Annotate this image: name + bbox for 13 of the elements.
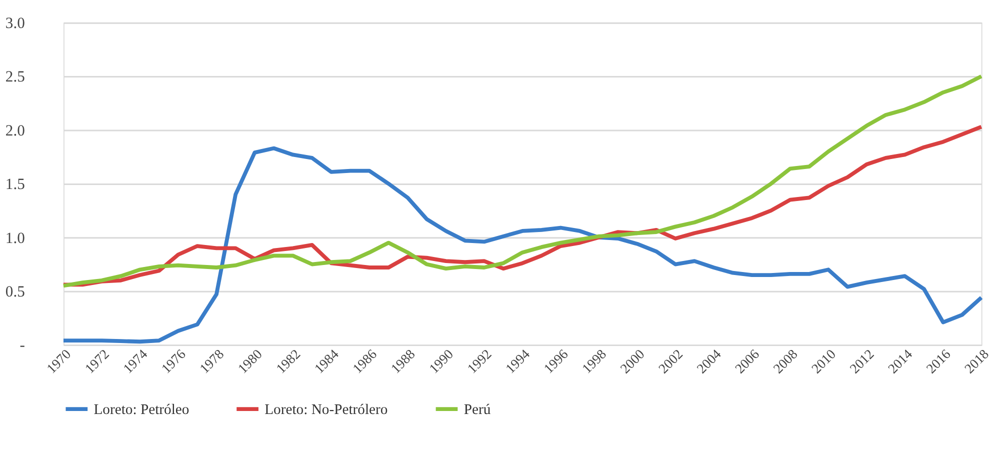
y-tick-label: 2.0 [5, 122, 26, 140]
y-tick-label: - [20, 337, 25, 354]
y-tick-label: 1.0 [5, 230, 26, 247]
y-tick-label: 0.5 [5, 284, 26, 300]
legend-label: Loreto: No-Petrólero [264, 402, 388, 418]
line-series [62, 74, 984, 288]
y-tick-label: 1.5 [5, 176, 26, 194]
line-series [62, 146, 984, 344]
legend-label: Perú [464, 402, 492, 418]
y-tick-label: 3.0 [5, 14, 26, 32]
x-tick-label: 1998 [579, 346, 610, 376]
y-tick-label: 2.5 [5, 68, 26, 86]
legend-label: Loreto: Petróleo [94, 402, 190, 418]
